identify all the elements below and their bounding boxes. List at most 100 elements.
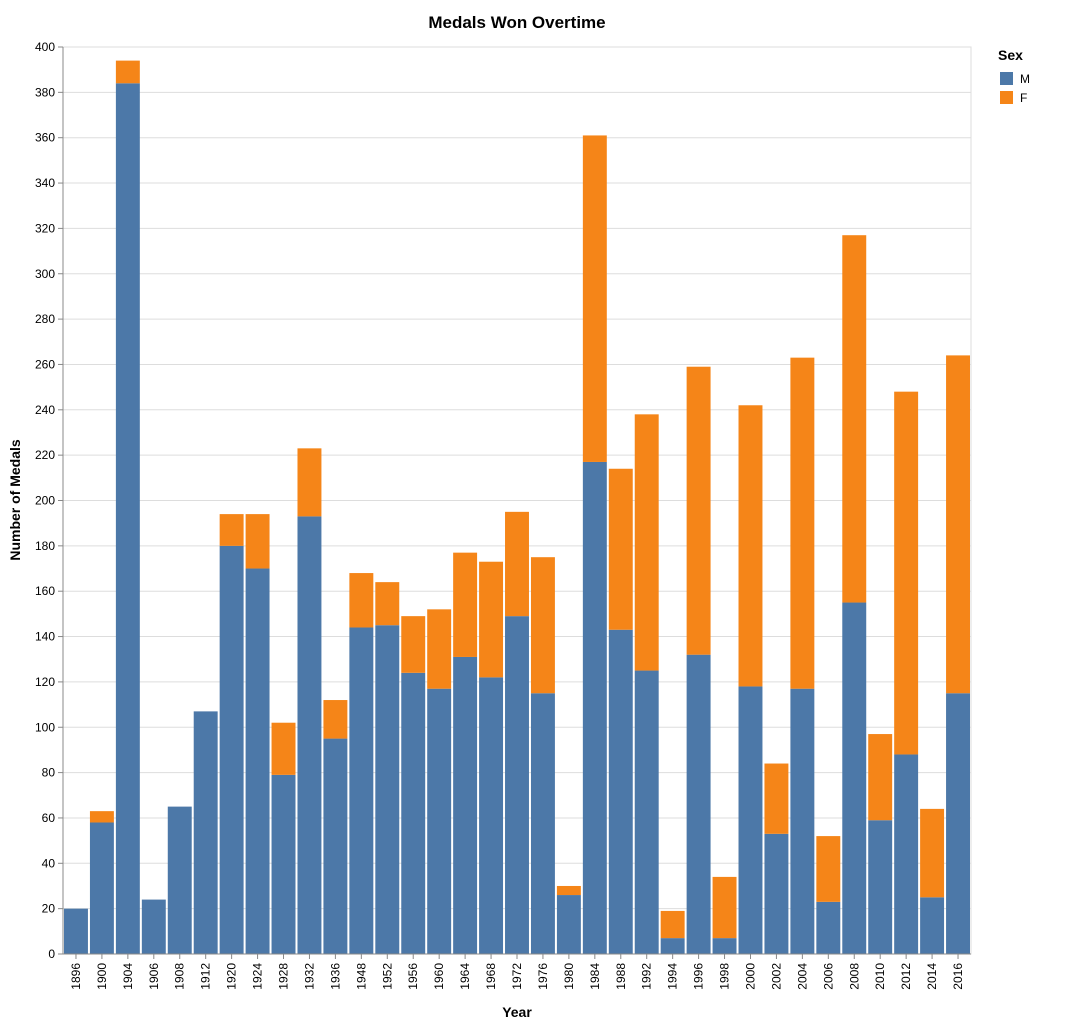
bar-m-2002 [764, 833, 789, 954]
y-tick-label: 400 [35, 40, 55, 54]
x-tick-label: 1896 [69, 963, 83, 990]
x-tick-label: 2006 [821, 963, 835, 990]
bar-m-2016 [946, 693, 970, 954]
bar-f-1900 [89, 811, 114, 823]
bar-m-1994 [660, 938, 685, 954]
x-tick-label: 1924 [251, 963, 265, 990]
x-tick-label: 1952 [380, 963, 394, 990]
bar-f-1988 [608, 468, 633, 630]
bar-m-1908 [167, 806, 192, 954]
bar-m-2000 [738, 686, 763, 954]
bar-m-1980 [556, 895, 581, 954]
x-tick-label: 1904 [121, 963, 135, 990]
bar-f-2002 [764, 763, 789, 834]
legend-label-f: F [1020, 91, 1027, 105]
bar-m-1956 [401, 672, 426, 954]
bar-f-2012 [894, 391, 919, 755]
y-tick-label: 140 [35, 630, 55, 644]
legend: Sex MF [998, 47, 1030, 105]
x-tick-label: 2008 [847, 963, 861, 990]
x-axis: 1896 1900 1904 1906 1908 1912 1920 1924 1928 1932… [63, 953, 971, 990]
x-tick-label: 1998 [718, 963, 732, 990]
x-tick-label: 1908 [173, 963, 187, 990]
bar-f-2014 [920, 808, 945, 898]
x-tick-label: 1920 [225, 963, 239, 990]
x-tick-label: 1972 [510, 963, 524, 990]
y-tick-label: 60 [42, 811, 56, 825]
bar-m-1924 [245, 568, 270, 954]
bar-f-1976 [530, 557, 555, 694]
bar-m-1968 [479, 677, 504, 954]
bar-f-1904 [115, 60, 140, 84]
y-tick-label: 180 [35, 539, 55, 553]
bar-m-1928 [271, 774, 296, 954]
bar-m-1996 [686, 654, 711, 954]
y-tick-label: 260 [35, 357, 55, 371]
bar-m-2014 [920, 897, 945, 954]
x-tick-label: 1936 [328, 963, 342, 990]
bar-f-1956 [401, 616, 426, 673]
x-tick-label: 1968 [484, 963, 498, 990]
x-axis-title: Year [502, 1004, 532, 1020]
bar-m-1936 [323, 738, 348, 954]
y-tick-label: 240 [35, 403, 55, 417]
bar-f-1980 [556, 885, 581, 896]
bar-f-1924 [245, 514, 270, 569]
bar-f-1984 [582, 135, 607, 462]
bar-m-2006 [816, 901, 841, 954]
y-tick-label: 160 [35, 584, 55, 598]
legend-label-m: M [1020, 72, 1030, 86]
bar-m-1984 [582, 461, 607, 954]
y-tick-label: 320 [35, 221, 55, 235]
bars [64, 60, 970, 954]
bar-m-1906 [141, 899, 166, 954]
bar-m-1904 [115, 83, 140, 954]
y-tick-label: 340 [35, 176, 55, 190]
bar-m-1912 [193, 711, 218, 954]
y-tick-label: 200 [35, 494, 55, 508]
chart-title: Medals Won Overtime [428, 13, 605, 32]
x-tick-label: 1948 [354, 963, 368, 990]
bar-f-1972 [505, 511, 529, 617]
bar-f-1992 [634, 414, 659, 671]
y-axis: 0 20 40 60 80 100 120 140 160 180 200 220 240 260 280 3… [35, 40, 64, 961]
bar-f-1920 [219, 514, 244, 546]
bar-m-2004 [790, 688, 815, 954]
y-tick-label: 120 [35, 675, 55, 689]
bar-m-2010 [868, 820, 893, 954]
y-tick-label: 100 [35, 720, 55, 734]
bar-f-1928 [271, 722, 296, 775]
x-tick-label: 1912 [199, 963, 213, 990]
x-tick-label: 2016 [951, 963, 965, 990]
bar-m-1900 [89, 822, 114, 954]
x-tick-label: 1992 [640, 963, 654, 990]
y-axis-title: Number of Medals [7, 439, 23, 561]
y-tick-label: 280 [35, 312, 55, 326]
bar-f-2010 [868, 734, 893, 821]
bar-f-1964 [453, 552, 478, 657]
bar-f-1932 [297, 448, 322, 517]
x-tick-label: 2004 [795, 963, 809, 990]
bar-m-2008 [842, 602, 867, 954]
x-tick-label: 1980 [562, 963, 576, 990]
x-tick-label: 1964 [458, 963, 472, 990]
bar-f-1952 [375, 582, 400, 626]
bar-f-2008 [842, 235, 867, 603]
x-tick-label: 1928 [277, 963, 291, 990]
x-tick-label: 1906 [147, 963, 161, 990]
bar-m-1992 [634, 670, 659, 954]
legend-swatch-f [1000, 91, 1013, 104]
bar-f-2004 [790, 357, 815, 689]
bar-m-1952 [375, 625, 400, 954]
legend-swatch-m [1000, 72, 1013, 85]
x-tick-label: 1984 [588, 963, 602, 990]
x-tick-label: 1976 [536, 963, 550, 990]
y-tick-label: 360 [35, 131, 55, 145]
x-tick-label: 1996 [692, 963, 706, 990]
y-tick-label: 380 [35, 85, 55, 99]
x-tick-label: 1988 [614, 963, 628, 990]
x-tick-label: 2000 [743, 963, 757, 990]
x-tick-label: 2014 [925, 963, 939, 990]
bar-f-1936 [323, 700, 348, 739]
